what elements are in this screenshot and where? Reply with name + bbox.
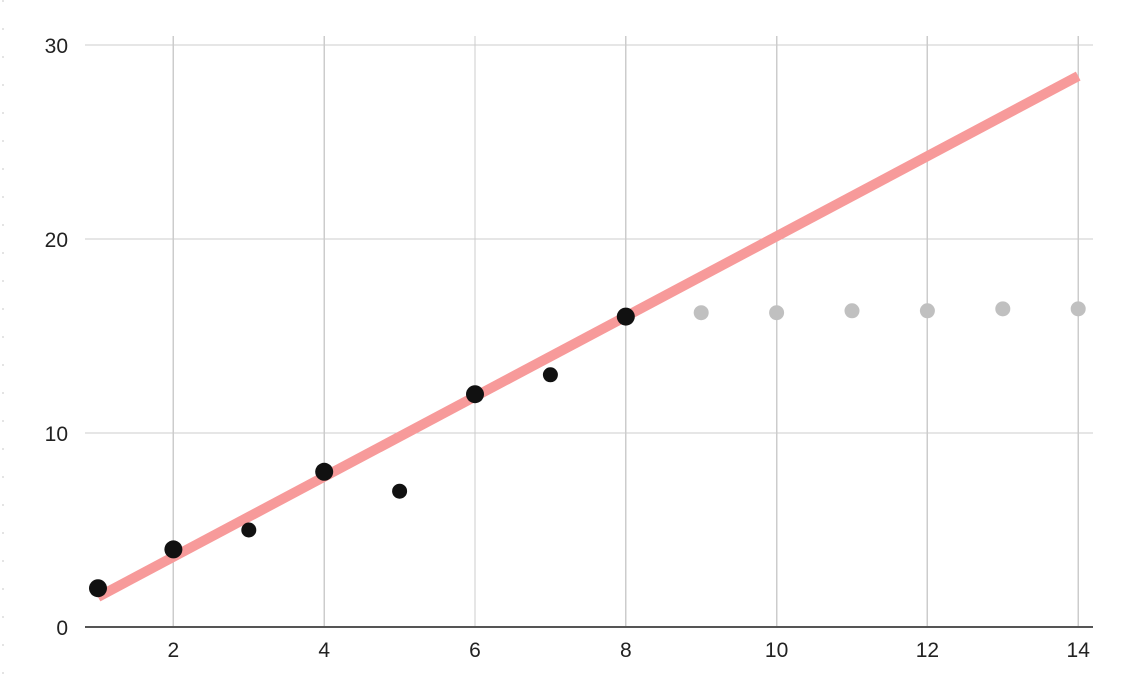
x-tick-label: 14 <box>1067 639 1091 662</box>
trend-line <box>95 71 1081 602</box>
y-tick-label: 10 <box>45 423 68 446</box>
data-point-projected <box>1070 301 1086 317</box>
data-point-observed <box>616 307 635 326</box>
x-tick-label: 10 <box>765 639 788 662</box>
data-point-projected <box>995 301 1011 317</box>
trend-line-layer <box>95 71 1081 602</box>
x-axis-tick-labels: 2 4 6 8 10 12 14 <box>168 639 1091 662</box>
x-tick-label: 6 <box>469 639 481 662</box>
y-tick-label: 0 <box>56 617 68 640</box>
x-gridlines <box>172 36 1079 627</box>
data-points-layer <box>89 301 1086 598</box>
data-point-projected <box>844 303 860 319</box>
data-point-observed <box>241 522 257 538</box>
data-point-projected <box>919 303 935 319</box>
data-point-observed <box>89 579 107 598</box>
y-tick-label: 30 <box>45 35 68 58</box>
y-gridlines <box>85 44 1093 434</box>
data-point-observed <box>315 462 334 481</box>
data-point-observed <box>392 483 408 499</box>
y-tick-label: 20 <box>45 229 68 252</box>
data-point-projected <box>693 305 709 321</box>
x-tick-label: 4 <box>318 639 330 662</box>
data-point-projected <box>769 305 785 321</box>
data-point-observed <box>164 540 183 559</box>
x-tick-label: 12 <box>916 639 939 662</box>
data-point-observed <box>466 385 484 404</box>
y-axis-tick-labels: 0 10 20 30 <box>45 35 68 640</box>
x-tick-label: 2 <box>168 639 180 662</box>
data-point-observed <box>542 367 558 383</box>
x-tick-label: 8 <box>620 639 632 662</box>
